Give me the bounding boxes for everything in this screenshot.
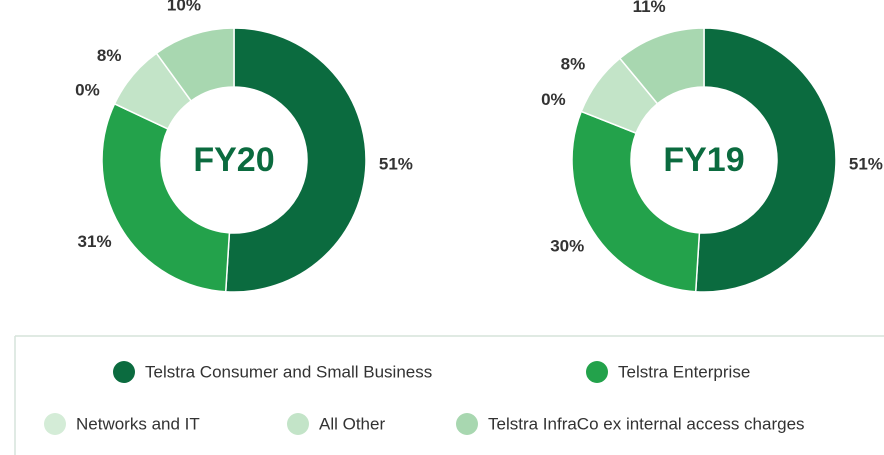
legend-swatch [44,413,66,435]
value-label: 51% [849,155,883,174]
donut-slice [571,110,701,293]
legend-swatch [456,413,478,435]
legend-label: Telstra Consumer and Small Business [145,362,432,381]
legend-label: Telstra Enterprise [618,362,750,381]
legend-swatch [113,361,135,383]
legend-label: Telstra InfraCo ex internal access charg… [488,414,805,433]
legend-swatch [287,413,309,435]
donut-slice [618,27,705,105]
donut-slice [101,102,231,293]
value-label: 8% [97,46,122,65]
donut-slice [224,27,367,293]
donut-slice [155,27,235,102]
center-label: FY19 [663,141,744,179]
legend-label: Networks and IT [76,414,200,433]
value-label: 10% [167,0,201,14]
value-label: 31% [78,232,112,251]
value-label: 0% [541,90,566,109]
value-label: 8% [561,54,586,73]
value-label: 11% [633,0,666,16]
value-label: 51% [379,155,413,174]
donut-slice [694,27,837,293]
value-label: 0% [75,81,100,100]
value-label: 30% [550,236,584,255]
legend-label: All Other [319,414,385,433]
center-label: FY20 [193,141,274,179]
legend-swatch [586,361,608,383]
